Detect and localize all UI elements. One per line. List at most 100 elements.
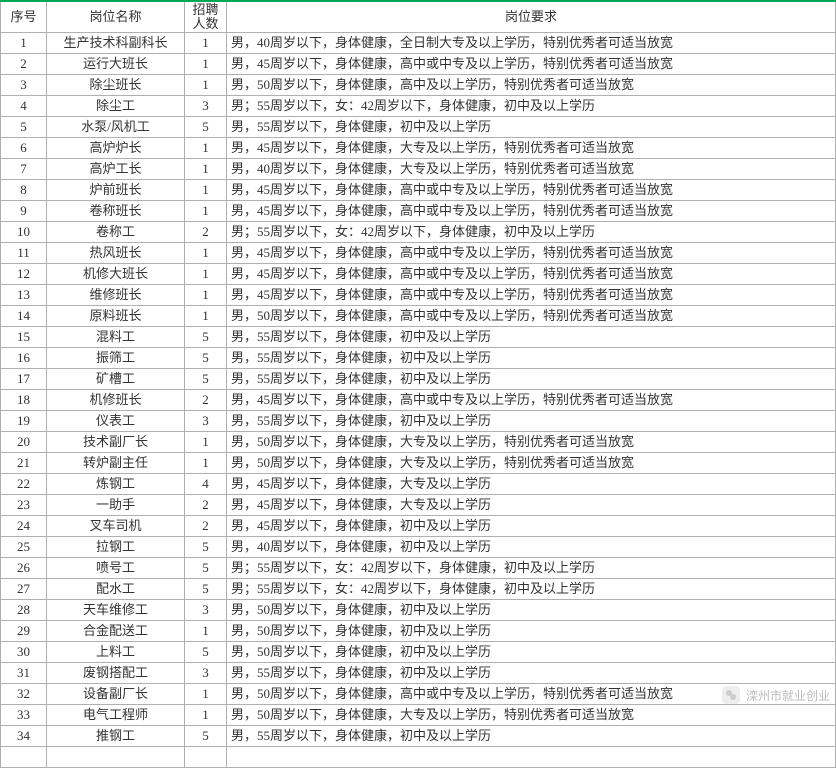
table-cell: 14	[1, 306, 47, 327]
table-cell: 男，55周岁以下，身体健康，初中及以上学历	[227, 726, 836, 747]
table-cell: 10	[1, 222, 47, 243]
watermark: 滦州市就业创业	[722, 686, 830, 704]
table-cell: 高炉炉长	[47, 138, 185, 159]
table-header: 序号 岗位名称 招聘 人数 岗位要求	[1, 1, 836, 33]
table-row: 2运行大班长1男，45周岁以下，身体健康，高中或中专及以上学历，特别优秀者可适当…	[1, 54, 836, 75]
table-cell: 2	[185, 390, 227, 411]
table-cell: 男，50周岁以下，身体健康，大专及以上学历，特别优秀者可适当放宽	[227, 432, 836, 453]
table-cell: 男，45周岁以下，身体健康，大专及以上学历	[227, 474, 836, 495]
table-cell: 1	[185, 54, 227, 75]
table-cell: 1	[185, 453, 227, 474]
table-cell: 2	[185, 495, 227, 516]
table-cell: 1	[185, 75, 227, 96]
table-cell: 3	[1, 75, 47, 96]
table-cell: 9	[1, 201, 47, 222]
table-cell: 27	[1, 579, 47, 600]
table-row: 31废钢搭配工3男，55周岁以下，身体健康，初中及以上学历	[1, 663, 836, 684]
table-cell: 5	[185, 558, 227, 579]
table-cell: 1	[185, 201, 227, 222]
table-row: 20技术副厂长1男，50周岁以下，身体健康，大专及以上学历，特别优秀者可适当放宽	[1, 432, 836, 453]
table-cell: 1	[185, 621, 227, 642]
table-cell: 混料工	[47, 327, 185, 348]
table-cell: 男；55周岁以下，女：42周岁以下，身体健康，初中及以上学历	[227, 222, 836, 243]
table-cell: 男，45周岁以下，身体健康，高中或中专及以上学历，特别优秀者可适当放宽	[227, 243, 836, 264]
table-cell: 男，55周岁以下，身体健康，初中及以上学历	[227, 663, 836, 684]
table-cell: 男，40周岁以下，身体健康，大专及以上学历，特别优秀者可适当放宽	[227, 159, 836, 180]
table-cell: 30	[1, 642, 47, 663]
table-cell: 卷称工	[47, 222, 185, 243]
table-cell: 22	[1, 474, 47, 495]
table-row: 22炼钢工4男，45周岁以下，身体健康，大专及以上学历	[1, 474, 836, 495]
table-cell: 2	[185, 516, 227, 537]
table-cell: 3	[185, 600, 227, 621]
table-cell: 11	[1, 243, 47, 264]
col-name-header: 岗位名称	[47, 1, 185, 33]
table-cell: 男，45周岁以下，身体健康，大专及以上学历，特别优秀者可适当放宽	[227, 138, 836, 159]
table-cell: 男，50周岁以下，身体健康，初中及以上学历	[227, 600, 836, 621]
table-cell: 炉前班长	[47, 180, 185, 201]
table-cell: 一助手	[47, 495, 185, 516]
table-row: 14原料班长1男，50周岁以下，身体健康，高中或中专及以上学历，特别优秀者可适当…	[1, 306, 836, 327]
table-cell: 5	[185, 369, 227, 390]
table-cell: 1	[185, 243, 227, 264]
table-cell: 男，45周岁以下，身体健康，大专及以上学历	[227, 495, 836, 516]
table-cell: 叉车司机	[47, 516, 185, 537]
table-cell: 5	[185, 537, 227, 558]
table-cell: 男，50周岁以下，身体健康，初中及以上学历	[227, 621, 836, 642]
table-cell: 男，55周岁以下，身体健康，初中及以上学历	[227, 369, 836, 390]
table-cell: 1	[185, 264, 227, 285]
table-cell: 除尘班长	[47, 75, 185, 96]
table-row: 26喷号工5男；55周岁以下，女：42周岁以下，身体健康，初中及以上学历	[1, 558, 836, 579]
table-row: 23一助手2男，45周岁以下，身体健康，大专及以上学历	[1, 495, 836, 516]
watermark-icon	[722, 686, 740, 704]
table-row: 3除尘班长1男，50周岁以下，身体健康，高中及以上学历，特别优秀者可适当放宽	[1, 75, 836, 96]
table-cell: 男，50周岁以下，身体健康，初中及以上学历	[227, 642, 836, 663]
table-cell: 炼钢工	[47, 474, 185, 495]
table-row: 32设备副厂长1男，50周岁以下，身体健康，高中或中专及以上学历，特别优秀者可适…	[1, 684, 836, 705]
table-cell: 设备副厂长	[47, 684, 185, 705]
table-row: 25拉钢工5男，40周岁以下，身体健康，初中及以上学历	[1, 537, 836, 558]
table-cell: 2	[185, 222, 227, 243]
table-cell: 男，45周岁以下，身体健康，高中或中专及以上学历，特别优秀者可适当放宽	[227, 390, 836, 411]
table-row: 17矿槽工5男，55周岁以下，身体健康，初中及以上学历	[1, 369, 836, 390]
table-row: 13维修班长1男，45周岁以下，身体健康，高中或中专及以上学历，特别优秀者可适当…	[1, 285, 836, 306]
table-cell: 喷号工	[47, 558, 185, 579]
table-cell: 23	[1, 495, 47, 516]
table-cell: 28	[1, 600, 47, 621]
table-cell: 水泵/风机工	[47, 117, 185, 138]
table-cell: 天车维修工	[47, 600, 185, 621]
table-row: 34推钢工5男，55周岁以下，身体健康，初中及以上学历	[1, 726, 836, 747]
table-row: 30上料工5男，50周岁以下，身体健康，初中及以上学历	[1, 642, 836, 663]
table-row: 19仪表工3男，55周岁以下，身体健康，初中及以上学历	[1, 411, 836, 432]
table-cell: 34	[1, 726, 47, 747]
table-cell: 5	[185, 642, 227, 663]
table-cell: 推钢工	[47, 726, 185, 747]
table-cell: 29	[1, 621, 47, 642]
table-cell: 热风班长	[47, 243, 185, 264]
table-cell: 男，50周岁以下，身体健康，高中或中专及以上学历，特别优秀者可适当放宽	[227, 306, 836, 327]
table-cell: 上料工	[47, 642, 185, 663]
table-row-blank	[1, 747, 836, 768]
table-cell: 仪表工	[47, 411, 185, 432]
table-cell: 技术副厂长	[47, 432, 185, 453]
table-cell: 男，50周岁以下，身体健康，高中及以上学历，特别优秀者可适当放宽	[227, 75, 836, 96]
table-cell: 7	[1, 159, 47, 180]
table-row: 6高炉炉长1男，45周岁以下，身体健康，大专及以上学历，特别优秀者可适当放宽	[1, 138, 836, 159]
table-cell: 男，55周岁以下，身体健康，初中及以上学历	[227, 327, 836, 348]
table-cell: 12	[1, 264, 47, 285]
table-cell: 3	[185, 96, 227, 117]
table-cell: 废钢搭配工	[47, 663, 185, 684]
table-cell: 20	[1, 432, 47, 453]
table-cell: 18	[1, 390, 47, 411]
table-cell: 卷称班长	[47, 201, 185, 222]
table-cell: 男，45周岁以下，身体健康，高中或中专及以上学历，特别优秀者可适当放宽	[227, 180, 836, 201]
table-cell: 1	[185, 432, 227, 453]
table-cell: 高炉工长	[47, 159, 185, 180]
table-row: 9卷称班长1男，45周岁以下，身体健康，高中或中专及以上学历，特别优秀者可适当放…	[1, 201, 836, 222]
table-row: 8炉前班长1男，45周岁以下，身体健康，高中或中专及以上学历，特别优秀者可适当放…	[1, 180, 836, 201]
table-cell	[185, 747, 227, 768]
table-cell: 原料班长	[47, 306, 185, 327]
table-cell: 13	[1, 285, 47, 306]
table-cell: 维修班长	[47, 285, 185, 306]
table-cell: 15	[1, 327, 47, 348]
